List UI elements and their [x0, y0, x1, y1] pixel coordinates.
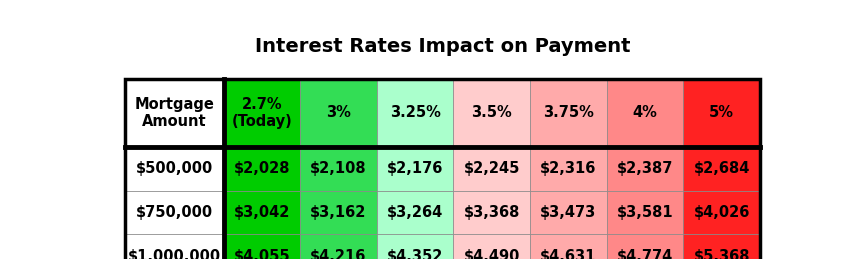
Text: $4,774: $4,774 [617, 249, 673, 259]
Bar [377, 234, 453, 259]
Bar [453, 191, 530, 234]
Bar [453, 234, 530, 259]
Bar [683, 234, 760, 259]
Text: $3,042: $3,042 [234, 205, 290, 220]
Bar [683, 79, 760, 147]
Bar [607, 147, 683, 191]
Text: $3,473: $3,473 [540, 205, 596, 220]
Text: $4,055: $4,055 [234, 249, 290, 259]
Bar [300, 191, 377, 234]
Text: $4,216: $4,216 [311, 249, 367, 259]
Text: 5%: 5% [709, 105, 734, 120]
Text: 3%: 3% [326, 105, 351, 120]
Bar [377, 79, 453, 147]
Text: 4%: 4% [633, 105, 658, 120]
Text: $3,368: $3,368 [463, 205, 520, 220]
Text: $4,631: $4,631 [540, 249, 596, 259]
Text: $1,000,000: $1,000,000 [128, 249, 221, 259]
Text: $500,000: $500,000 [135, 161, 212, 176]
Text: $2,176: $2,176 [387, 161, 444, 176]
Bar [530, 147, 607, 191]
Text: $3,264: $3,264 [387, 205, 444, 220]
Text: $4,352: $4,352 [387, 249, 444, 259]
Text: 3.5%: 3.5% [471, 105, 512, 120]
Bar [683, 191, 760, 234]
Bar [300, 79, 377, 147]
Bar [683, 147, 760, 191]
Bar [530, 191, 607, 234]
Text: $5,368: $5,368 [693, 249, 750, 259]
Text: $2,245: $2,245 [463, 161, 520, 176]
Text: Interest Rates Impact on Payment: Interest Rates Impact on Payment [255, 37, 630, 56]
Text: 3.75%: 3.75% [543, 105, 594, 120]
Bar [377, 191, 453, 234]
Text: $2,316: $2,316 [540, 161, 596, 176]
Bar [224, 191, 300, 234]
Text: $4,026: $4,026 [694, 205, 750, 220]
Bar [453, 147, 530, 191]
Text: $2,028: $2,028 [234, 161, 290, 176]
Bar [124, 147, 224, 191]
Text: $3,581: $3,581 [617, 205, 673, 220]
Bar [453, 79, 530, 147]
Bar [607, 191, 683, 234]
Bar [124, 234, 224, 259]
Bar [224, 147, 300, 191]
Bar [124, 191, 224, 234]
Bar [300, 234, 377, 259]
Text: 2.7%
(Today): 2.7% (Today) [231, 97, 293, 129]
Bar [124, 79, 224, 147]
Text: $2,387: $2,387 [617, 161, 673, 176]
Text: $2,108: $2,108 [310, 161, 367, 176]
Bar [224, 79, 300, 147]
Bar [530, 234, 607, 259]
Text: Mortgage
Amount: Mortgage Amount [134, 97, 214, 129]
Text: 3.25%: 3.25% [390, 105, 441, 120]
Bar [530, 79, 607, 147]
Bar [607, 79, 683, 147]
Text: $750,000: $750,000 [135, 205, 212, 220]
Bar [224, 234, 300, 259]
Bar [300, 147, 377, 191]
Text: $2,684: $2,684 [694, 161, 750, 176]
Bar [607, 234, 683, 259]
Text: $4,490: $4,490 [463, 249, 520, 259]
Text: $3,162: $3,162 [311, 205, 367, 220]
Bar [377, 147, 453, 191]
